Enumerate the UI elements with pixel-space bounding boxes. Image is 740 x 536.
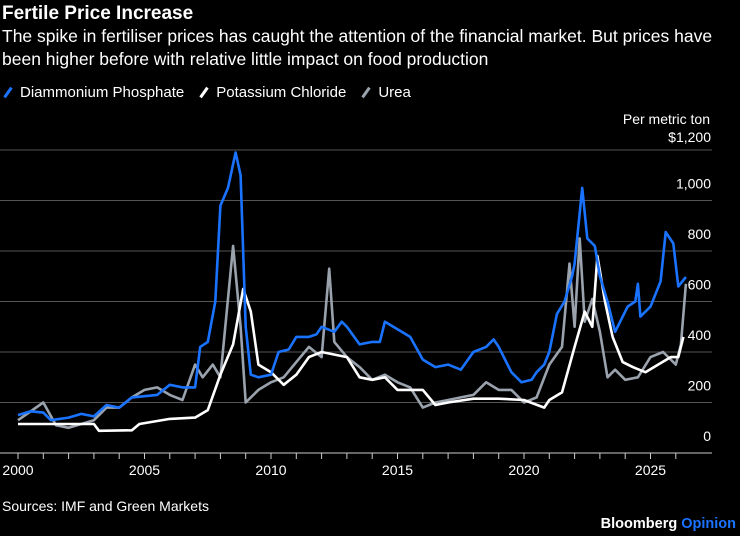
legend: Diammonium Phosphate Potassium Chloride … xyxy=(2,84,411,101)
y-tick-label: 1,000 xyxy=(676,176,711,192)
x-tick-label: 2020 xyxy=(508,462,539,478)
y-tick-label: 200 xyxy=(688,378,712,394)
x-tick-label: 2010 xyxy=(255,462,286,478)
legend-item-dap: Diammonium Phosphate xyxy=(2,84,184,101)
legend-item-potash: Potassium Chloride xyxy=(198,84,346,101)
x-tick-label: 2015 xyxy=(382,462,413,478)
legend-item-urea: Urea xyxy=(360,84,411,101)
y-tick-label: $1,200 xyxy=(668,129,711,145)
y-tick-label: 0 xyxy=(703,428,711,444)
y-tick-label: 400 xyxy=(688,327,712,343)
source-note: Sources: IMF and Green Markets xyxy=(2,498,209,514)
series-line-potassium-chloride xyxy=(18,254,685,433)
x-tick-label: 2000 xyxy=(2,462,33,478)
chart-subtitle: The spike in fertiliser prices has caugh… xyxy=(2,26,713,69)
x-tick-label: 2025 xyxy=(635,462,666,478)
brand-logo: Bloomberg Opinion xyxy=(600,516,736,532)
y-axis-unit: Per metric ton xyxy=(622,111,710,127)
x-tick-label: 2005 xyxy=(129,462,160,478)
y-tick-label: 600 xyxy=(688,277,712,293)
y-tick-label: 800 xyxy=(688,226,712,242)
series-line-diammonium-phosphate xyxy=(17,151,687,422)
chart-title: Fertile Price Increase xyxy=(2,3,194,24)
